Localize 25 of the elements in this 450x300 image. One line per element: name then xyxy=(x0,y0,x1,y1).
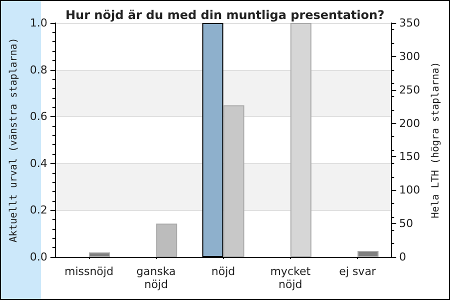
x-tick-label: ganska nöjd xyxy=(136,265,176,291)
bar xyxy=(358,250,379,257)
y-tick-label: 0.4 xyxy=(30,156,48,170)
y-axis-title: Aktuellt urval (vänstra staplarna) xyxy=(8,38,20,242)
y2-tick-label: 250 xyxy=(399,83,420,96)
y-tick-label: 0.0 xyxy=(30,250,48,264)
y2-tick-label: 50 xyxy=(399,217,414,230)
y2-axis-title: Hela LTH (högra staplarna) xyxy=(430,62,442,218)
y-tick-label: 1.0 xyxy=(30,16,48,30)
y2-tick-label: 150 xyxy=(399,150,420,164)
y2-tick-label: 0 xyxy=(399,250,406,264)
y2-tick-label: 350 xyxy=(399,16,420,30)
x-tick-label: missnöjd xyxy=(64,265,114,278)
y-tick-label: 0.8 xyxy=(30,63,48,76)
x-tick-label: nöjd xyxy=(211,265,236,278)
y-tick-label: 0.6 xyxy=(30,110,48,124)
bar xyxy=(156,224,178,257)
y2-tick-label: 300 xyxy=(399,50,420,63)
y-tick-label: 0.2 xyxy=(30,204,48,217)
x-tick-label: mycket nöjd xyxy=(270,265,312,291)
y2-tick-label: 200 xyxy=(399,116,420,130)
chart-title: Hur nöjd är du med din muntliga presentation? xyxy=(65,8,385,22)
bar xyxy=(88,252,110,257)
y2-tick-label: 100 xyxy=(399,184,420,197)
x-tick-label: ej svar xyxy=(339,265,376,278)
